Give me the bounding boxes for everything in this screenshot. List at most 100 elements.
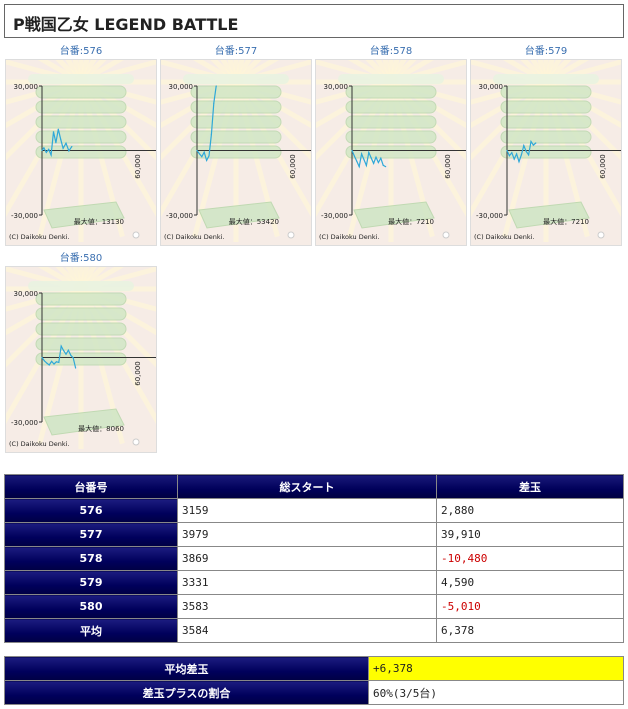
data-point xyxy=(43,147,45,149)
x-tick-label-right: 60,000 xyxy=(444,154,452,179)
decor-drum-band xyxy=(35,292,127,306)
decor-ray xyxy=(544,60,572,84)
machine-number-cell: 578 xyxy=(4,546,178,571)
y-tick-label-top: 30,000 xyxy=(324,83,349,91)
data-point xyxy=(58,361,60,363)
decor-ray xyxy=(365,60,393,84)
decor-tray xyxy=(508,201,590,229)
table-row: 578 3869 -10,480 xyxy=(4,546,624,571)
y-tick-label-bottom: -30,000 xyxy=(321,212,348,220)
machine-link[interactable]: 台番:578 xyxy=(369,46,413,57)
line-chart: 30,000 -30,000 60,000 最大値：8060 (C) Daikoku D… xyxy=(6,267,156,452)
chart-card: 台番:576 30,000 -30,000 60,000 最大値：13130 (C) Da… xyxy=(5,45,157,246)
decor-drum-band xyxy=(345,115,437,129)
decor-drum-band xyxy=(500,115,592,129)
decor-ray xyxy=(347,60,393,85)
y-tick-label-top: 30,000 xyxy=(14,290,39,298)
decor-drum-band xyxy=(190,85,282,99)
decor-drum-top xyxy=(183,74,289,84)
chart-card: 台番:579 30,000 -30,000 60,000 最大値：7210 (C) Dai… xyxy=(470,45,622,246)
data-point xyxy=(353,155,355,157)
avg-diff-label: 平均差玉 xyxy=(4,656,369,681)
decor-drum-band xyxy=(35,115,127,129)
chart-panel: 30,000 -30,000 60,000 最大値：13130 (C) Daikoku … xyxy=(5,59,157,246)
data-point xyxy=(351,149,353,152)
total-start-cell: 3584 xyxy=(177,618,437,643)
decor-tray xyxy=(43,408,125,436)
copyright-label: (C) Daikoku Denki. xyxy=(9,440,70,448)
machine-link[interactable]: 台番:580 xyxy=(59,253,103,264)
machine-link[interactable]: 台番:579 xyxy=(524,46,568,57)
data-point xyxy=(206,159,208,161)
x-tick-label-right: 60,000 xyxy=(289,154,297,179)
y-tick-label-top: 30,000 xyxy=(169,83,194,91)
decor-drum-top xyxy=(493,74,599,84)
table-header-row: 台番号 総スタート 差玉 xyxy=(4,474,624,499)
data-point xyxy=(508,155,510,157)
diff-balls-cell: 2,880 xyxy=(436,498,624,523)
decor-drum-band xyxy=(190,145,282,159)
data-point xyxy=(60,345,62,347)
line-chart: 30,000 -30,000 60,000 最大値：7210 (C) Daikoku D… xyxy=(471,60,621,245)
data-point xyxy=(65,142,67,144)
decor-drum-band xyxy=(345,130,437,144)
chart-card: 台番:578 30,000 -30,000 60,000 最大値：7210 (C) Dai… xyxy=(315,45,467,246)
copyright-label: (C) Daikoku Denki. xyxy=(319,233,380,241)
chart-panel: 30,000 -30,000 60,000 最大値：7210 (C) Daikoku D… xyxy=(315,59,467,246)
diff-balls-cell: -10,480 xyxy=(436,546,624,571)
decor-drum-band xyxy=(190,130,282,144)
data-point xyxy=(520,154,522,156)
y-tick-label-bottom: -30,000 xyxy=(166,212,193,220)
data-point xyxy=(361,153,363,155)
decor-drum-band xyxy=(500,130,592,144)
summary-row-average: 平均差玉 +6,378 xyxy=(4,656,624,681)
data-point xyxy=(215,85,217,87)
decor-drum-band xyxy=(35,352,127,366)
data-point xyxy=(506,149,508,152)
data-point xyxy=(530,140,532,143)
diff-balls-cell: 39,910 xyxy=(436,522,624,547)
decor-drum-band xyxy=(35,307,127,321)
data-point xyxy=(46,362,48,364)
data-point xyxy=(511,152,513,154)
col-header-diff: 差玉 xyxy=(436,474,624,499)
y-tick-label-bottom: -30,000 xyxy=(11,419,38,427)
line-chart: 30,000 -30,000 60,000 最大値：13130 (C) Daikoku … xyxy=(6,60,156,245)
data-point xyxy=(55,361,58,363)
machine-link[interactable]: 台番:576 xyxy=(59,46,103,57)
data-point xyxy=(210,133,212,135)
decor-drum-band xyxy=(345,145,437,159)
data-point xyxy=(516,153,518,155)
data-point xyxy=(70,354,72,356)
machine-number-cell: 580 xyxy=(4,594,178,619)
data-point xyxy=(532,144,534,146)
max-value-label: 最大値：7210 xyxy=(388,217,434,226)
machine-link[interactable]: 台番:577 xyxy=(214,46,258,57)
data-point xyxy=(48,364,50,366)
decor-ray xyxy=(502,60,548,85)
chart-card: 台番:577 30,000 -30,000 60,000 最大値：53420 (C) Da… xyxy=(160,45,312,246)
total-start-cell: 3583 xyxy=(177,594,437,619)
data-point xyxy=(53,363,55,365)
decor-drum-band xyxy=(190,115,282,129)
summary-table: 平均差玉 +6,378 差玉プラスの割合 60%(3/5台) xyxy=(4,656,624,705)
max-value-label: 最大値：53420 xyxy=(229,217,279,226)
decor-drum-band xyxy=(345,100,437,114)
data-point xyxy=(62,147,64,149)
decor-dot xyxy=(132,231,140,239)
decor-tray xyxy=(198,201,280,229)
data-point xyxy=(41,149,43,152)
y-tick-label-bottom: -30,000 xyxy=(11,212,38,220)
summary-row-ratio: 差玉プラスの割合 60%(3/5台) xyxy=(4,680,624,705)
total-start-cell: 3331 xyxy=(177,570,437,595)
data-point xyxy=(201,156,203,158)
data-point xyxy=(523,145,525,147)
data-point xyxy=(208,155,210,157)
col-header-machine: 台番号 xyxy=(4,474,178,499)
decor-ray xyxy=(234,60,262,84)
plus-ratio-value: 60%(3/5台) xyxy=(368,680,624,705)
decor-drum-band xyxy=(500,145,592,159)
chart-card: 台番:580 30,000 -30,000 60,000 最大値：8060 (C) Dai… xyxy=(5,252,157,453)
table-row: 579 3331 4,590 xyxy=(4,570,624,595)
machine-table: 台番号 総スタート 差玉 576 3159 2,880 577 3979 39,910 57… xyxy=(4,474,624,643)
